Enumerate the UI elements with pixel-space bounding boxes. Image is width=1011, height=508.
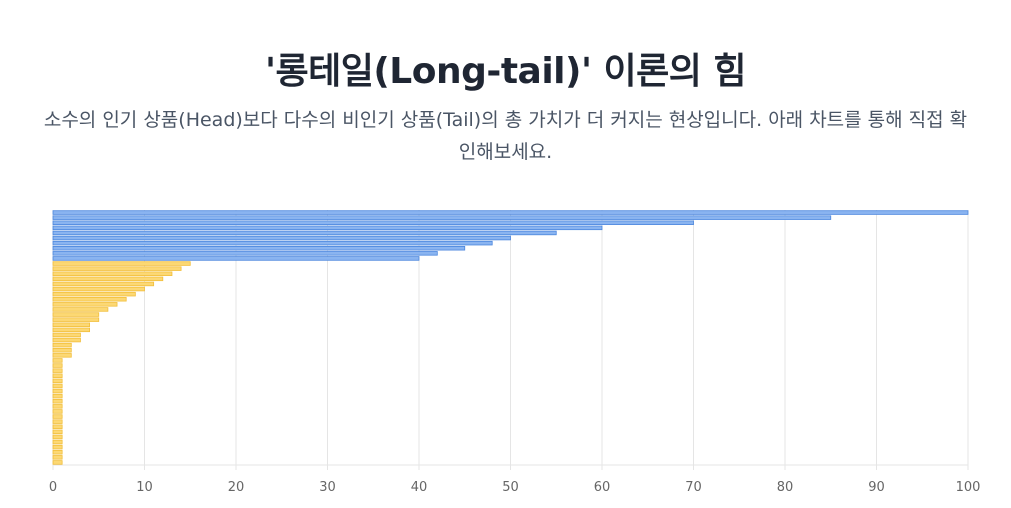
x-axis-ticks: 0 10 20 30 40 50 60 70 80 90 100 xyxy=(49,480,981,495)
tail-bar-26 xyxy=(52,388,63,394)
tail-bar-30 xyxy=(52,409,63,414)
head-bar-9 xyxy=(52,251,438,256)
head-bar-2 xyxy=(52,215,832,220)
tail-bar-7 xyxy=(52,291,136,297)
tail-bar-16 xyxy=(52,337,81,343)
tail-bar-23 xyxy=(52,373,63,378)
tail-bar-39 xyxy=(52,455,63,460)
tail-bar-8 xyxy=(52,297,127,302)
tail-bar-19 xyxy=(52,353,72,358)
tail-bar-36 xyxy=(52,439,63,445)
tail-bar-25 xyxy=(52,383,63,389)
x-tick-label-100: 100 xyxy=(956,480,981,495)
tail-bar-2 xyxy=(52,266,182,271)
tail-bar-33 xyxy=(52,424,63,429)
tail-bar-10 xyxy=(52,307,109,312)
x-tick-label-60: 60 xyxy=(594,480,611,495)
tail-bar-11 xyxy=(52,312,100,317)
tail-bar-13 xyxy=(52,322,90,327)
x-tick-label-10: 10 xyxy=(136,480,153,495)
tail-bar-15 xyxy=(52,332,81,338)
x-tick-label-50: 50 xyxy=(502,480,519,495)
head-bar-6 xyxy=(52,235,511,241)
x-tick-label-0: 0 xyxy=(49,480,57,495)
head-bar-4 xyxy=(52,225,603,231)
page-subtitle: 소수의 인기 상품(Head)보다 다수의 비인기 상품(Tail)의 총 가치… xyxy=(43,109,968,163)
tail-bar-12 xyxy=(52,317,100,322)
head-bar-1 xyxy=(52,210,969,215)
tail-bar-32 xyxy=(52,419,63,424)
head-bar-10 xyxy=(52,256,420,261)
tail-bar-35 xyxy=(52,434,63,440)
tail-bar-28 xyxy=(52,399,63,404)
head-bar-5 xyxy=(52,230,557,236)
tail-bar-9 xyxy=(52,302,118,307)
tail-bar-3 xyxy=(52,271,173,276)
tail-bar-4 xyxy=(52,276,164,282)
x-tick-label-90: 90 xyxy=(868,480,885,495)
chart-bars xyxy=(52,210,969,465)
page-title: '롱테일(Long-tail)' 이론의 힘 xyxy=(264,51,747,92)
tail-bar-24 xyxy=(52,378,63,384)
tail-bar-31 xyxy=(52,414,63,419)
tail-bar-20 xyxy=(52,358,63,363)
x-tick-label-30: 30 xyxy=(319,480,336,495)
tail-bar-34 xyxy=(52,429,63,435)
x-tick-label-70: 70 xyxy=(685,480,702,495)
tail-bar-1 xyxy=(52,261,191,266)
tail-bar-37 xyxy=(52,444,63,450)
x-tick-label-80: 80 xyxy=(777,480,794,495)
tail-bar-6 xyxy=(52,286,145,292)
tail-bar-22 xyxy=(52,368,63,373)
x-tick-label-20: 20 xyxy=(228,480,245,495)
tail-bar-38 xyxy=(52,450,63,455)
head-bar-7 xyxy=(52,240,493,246)
tail-bar-29 xyxy=(52,404,63,409)
tail-bar-21 xyxy=(52,363,63,368)
chart-grid xyxy=(52,210,969,470)
tail-bar-18 xyxy=(52,348,72,353)
tail-bar-27 xyxy=(52,393,63,399)
tail-bar-5 xyxy=(52,281,155,287)
x-tick-label-40: 40 xyxy=(411,480,428,495)
tail-bar-40 xyxy=(52,460,63,465)
tail-bar-17 xyxy=(52,342,72,348)
tail-bar-14 xyxy=(52,327,90,333)
head-bar-8 xyxy=(52,246,466,251)
head-bar-3 xyxy=(52,220,694,225)
